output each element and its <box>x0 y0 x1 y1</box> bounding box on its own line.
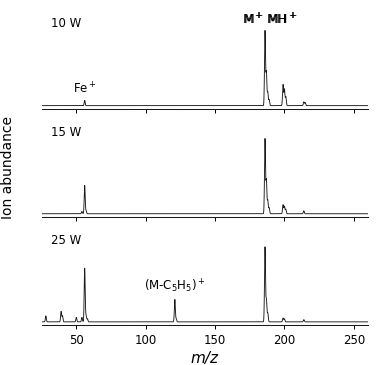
Text: Ion abundance: Ion abundance <box>1 116 14 219</box>
Text: M$^+$: M$^+$ <box>243 12 264 27</box>
Text: M$^+$: M$^+$ <box>242 12 263 27</box>
Text: 15 W: 15 W <box>52 126 82 139</box>
Text: 10 W: 10 W <box>52 18 82 30</box>
Text: 25 W: 25 W <box>52 234 82 247</box>
X-axis label: m/z: m/z <box>191 351 219 365</box>
Text: (M-C$_5$H$_5$)$^+$: (M-C$_5$H$_5$)$^+$ <box>144 278 206 295</box>
Text: MH$^+$: MH$^+$ <box>267 12 298 27</box>
Text: MH$^+$: MH$^+$ <box>266 12 296 27</box>
Text: Fe$^+$: Fe$^+$ <box>73 81 97 97</box>
